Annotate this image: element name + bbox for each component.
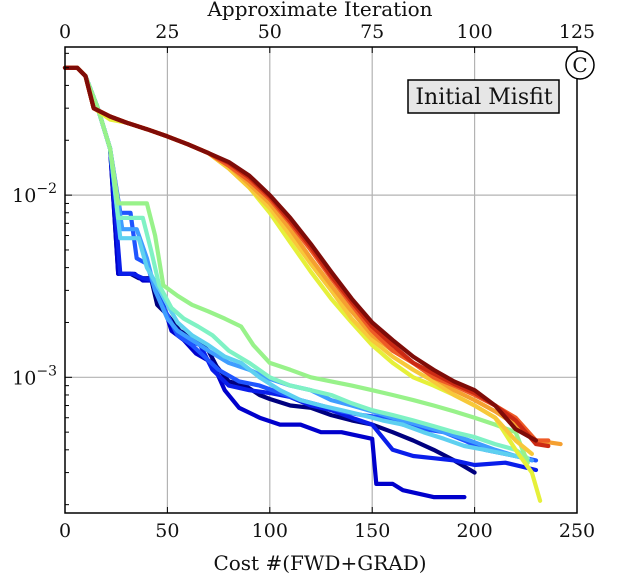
x-tick-label: 100 [252,520,288,542]
panel-label-text: C [572,53,587,77]
y-tick-exponent: −2 [36,181,57,197]
series-line-14 [62,65,539,443]
plot-frame [64,46,578,514]
top-tick-label: 50 [258,21,282,43]
annotation-box: Initial Misfit [407,79,560,114]
top-tick-label: 125 [559,21,595,43]
y-tick-label: 10−3 [12,363,57,389]
annotation-text: Initial Misfit [415,85,552,110]
y-tick-base: 10 [12,367,36,389]
panel-label: C [565,50,595,80]
x-tick-label: 250 [559,520,595,542]
y-tick-base: 10 [12,185,36,207]
y-tick-exponent: −3 [36,363,57,379]
top-tick-label: 100 [456,21,492,43]
series-line-8 [62,65,530,465]
x-tick-label: 50 [155,520,179,542]
top-tick-label: 75 [360,21,384,43]
x-tick-label: 0 [59,520,71,542]
top-tick-label: 0 [59,21,71,43]
top-axis-label: Approximate Iteration [206,0,432,21]
series-group [62,65,563,503]
x-axis-label: Cost #(FWD+GRAD) [213,551,426,575]
x-tick-label: 150 [354,520,390,542]
y-tick-label: 10−2 [12,181,57,207]
x-tick-label: 200 [456,520,492,542]
series-line-3 [62,65,539,473]
top-tick-label: 25 [155,21,179,43]
